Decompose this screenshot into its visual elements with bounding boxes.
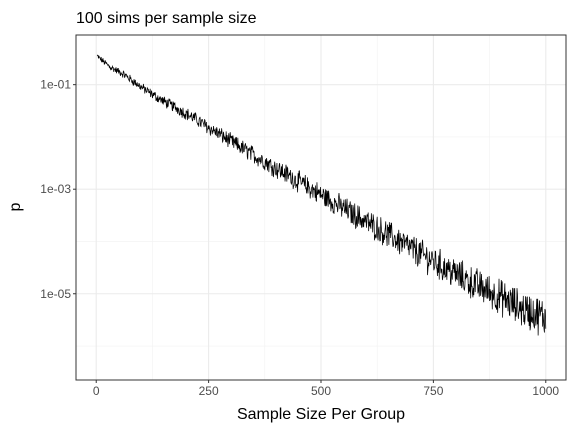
x-tick-label: 500 bbox=[311, 384, 331, 398]
chart-title: 100 sims per sample size bbox=[76, 10, 257, 27]
x-axis: 0 250 500 750 1000 bbox=[93, 380, 559, 398]
y-tick-label: 1e-03 bbox=[40, 182, 71, 196]
x-tick-label: 1000 bbox=[532, 384, 559, 398]
x-tick-label: 750 bbox=[423, 384, 443, 398]
y-tick-label: 1e-01 bbox=[40, 78, 71, 92]
plot-panel bbox=[75, 34, 567, 381]
y-axis-title: p bbox=[7, 202, 24, 211]
x-tick-label: 250 bbox=[199, 384, 219, 398]
x-tick-label: 0 bbox=[93, 384, 100, 398]
series-line bbox=[96, 54, 547, 336]
x-axis-title: Sample Size Per Group bbox=[237, 406, 405, 423]
y-tick-label: 1e-05 bbox=[40, 287, 71, 301]
y-axis: 1e-01 1e-03 1e-05 bbox=[40, 78, 76, 301]
